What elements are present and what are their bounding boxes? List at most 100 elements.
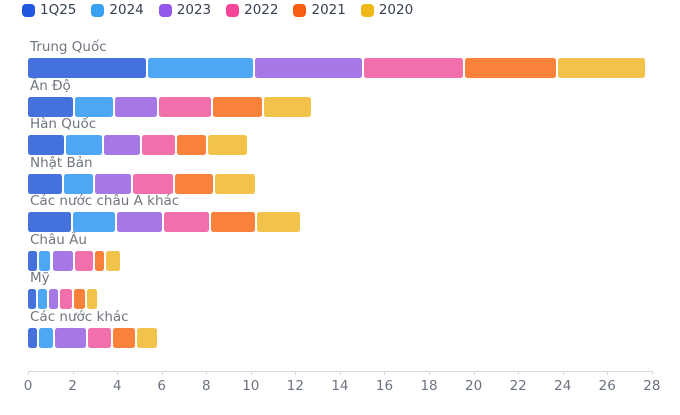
legend-label: 2023 bbox=[176, 2, 212, 18]
x-axis-tick bbox=[117, 371, 119, 375]
x-axis-tick bbox=[384, 371, 386, 375]
bar-segment-2020[interactable] bbox=[264, 96, 312, 117]
bar-segment-2022[interactable] bbox=[159, 96, 211, 117]
bar-segment-2020[interactable] bbox=[105, 250, 120, 271]
bar-row: Các nước khác bbox=[0, 308, 680, 349]
bar-segment-2024[interactable] bbox=[74, 96, 113, 117]
category-label: Ấn Độ bbox=[30, 77, 71, 94]
stacked-bar bbox=[28, 212, 680, 232]
bar-segment-2023[interactable] bbox=[103, 135, 140, 155]
x-axis-tick-label: 16 bbox=[375, 378, 394, 394]
legend-swatch-icon bbox=[293, 4, 307, 18]
x-axis-tick-label: 6 bbox=[157, 378, 166, 394]
x-axis-tick-label: 24 bbox=[554, 378, 572, 394]
legend-label: 1Q25 bbox=[40, 2, 77, 18]
legend-item-2021[interactable]: 2021 bbox=[293, 2, 346, 18]
x-axis-tick bbox=[72, 371, 74, 375]
legend-item-2020[interactable]: 2020 bbox=[360, 2, 414, 18]
legend-item-2023[interactable]: 2023 bbox=[158, 2, 212, 18]
bar-segment-2024[interactable] bbox=[148, 58, 254, 78]
bar-segment-2020[interactable] bbox=[558, 58, 646, 78]
bar-row: Ấn Độ bbox=[0, 77, 680, 118]
legend-label: 2021 bbox=[311, 2, 346, 18]
bar-segment-2020[interactable] bbox=[215, 173, 256, 194]
bar-segment-2022[interactable] bbox=[60, 289, 72, 309]
bar-segment-1Q25[interactable] bbox=[28, 212, 71, 232]
bar-segment-1Q25[interactable] bbox=[28, 58, 147, 78]
stacked-bar bbox=[28, 327, 680, 348]
bar-segment-2024[interactable] bbox=[39, 250, 51, 271]
bar-segment-1Q25[interactable] bbox=[28, 135, 64, 155]
x-axis-tick bbox=[206, 371, 208, 375]
legend-item-1Q25[interactable]: 1Q25 bbox=[22, 2, 77, 18]
bar-segment-2022[interactable] bbox=[88, 327, 111, 348]
legend-item-2022[interactable]: 2022 bbox=[226, 2, 279, 18]
stacked-bar bbox=[28, 58, 680, 78]
bar-segment-1Q25[interactable] bbox=[28, 289, 37, 309]
legend-item-2024[interactable]: 2024 bbox=[91, 3, 144, 18]
bar-segment-2021[interactable] bbox=[175, 173, 214, 194]
bar-segment-2023[interactable] bbox=[54, 327, 87, 348]
bar-segment-2020[interactable] bbox=[137, 327, 158, 348]
legend-swatch-icon bbox=[158, 4, 172, 18]
stacked-bar bbox=[28, 173, 680, 194]
bar-segment-2021[interactable] bbox=[112, 327, 136, 348]
bar-segment-1Q25[interactable] bbox=[28, 250, 38, 271]
bar-segment-2024[interactable] bbox=[63, 173, 93, 194]
bar-segment-2023[interactable] bbox=[52, 250, 73, 271]
bar-row: Hàn Quốc bbox=[0, 117, 680, 156]
bar-segment-2022[interactable] bbox=[364, 58, 463, 78]
stacked-bar bbox=[28, 96, 680, 117]
chart-legend: 1Q25 2024 2023 2022 2021 2020 bbox=[22, 2, 414, 18]
bar-segment-1Q25[interactable] bbox=[28, 96, 73, 117]
category-label: Các nước châu Á khác bbox=[30, 193, 180, 209]
bar-segment-2024[interactable] bbox=[39, 327, 53, 348]
x-axis-tick-label: 14 bbox=[331, 378, 349, 394]
bar-segment-2022[interactable] bbox=[74, 250, 93, 271]
bar-segment-2022[interactable] bbox=[132, 173, 174, 194]
legend-swatch-icon bbox=[360, 4, 374, 18]
bar-segment-2023[interactable] bbox=[114, 96, 158, 117]
x-axis-tick bbox=[28, 371, 29, 375]
x-axis-tick bbox=[518, 371, 520, 375]
x-axis-tick-label: 2 bbox=[68, 378, 77, 394]
bar-segment-2023[interactable] bbox=[255, 58, 363, 78]
bar-segment-2023[interactable] bbox=[94, 173, 131, 194]
bar-segment-2020[interactable] bbox=[257, 212, 301, 232]
bar-segment-1Q25[interactable] bbox=[28, 173, 62, 194]
category-label: Các nước khác bbox=[30, 308, 129, 325]
legend-label: 2020 bbox=[378, 2, 414, 18]
bar-segment-2023[interactable] bbox=[117, 212, 162, 232]
bar-row: Mỹ bbox=[0, 271, 680, 310]
x-axis-tick-label: 8 bbox=[201, 378, 211, 394]
stacked-bar bbox=[28, 135, 680, 155]
bar-segment-2021[interactable] bbox=[94, 250, 104, 271]
legend-label: 2022 bbox=[244, 2, 279, 18]
bar-segment-2022[interactable] bbox=[163, 212, 209, 232]
x-axis-tick-label: 20 bbox=[465, 378, 483, 394]
bar-segment-1Q25[interactable] bbox=[28, 327, 38, 348]
category-label: Hàn Quốc bbox=[30, 116, 97, 132]
x-axis-tick bbox=[250, 371, 252, 375]
bar-segment-2020[interactable] bbox=[87, 289, 98, 309]
x-axis-tick bbox=[429, 371, 431, 375]
bar-segment-2021[interactable] bbox=[212, 96, 263, 117]
bar-segment-2022[interactable] bbox=[141, 135, 176, 155]
bar-segment-2024[interactable] bbox=[65, 135, 102, 155]
bar-segment-2021[interactable] bbox=[73, 289, 86, 309]
x-axis-tick bbox=[651, 371, 653, 375]
x-axis-tick-label: 10 bbox=[242, 378, 260, 394]
bar-segment-2021[interactable] bbox=[177, 135, 207, 155]
bar-segment-2021[interactable] bbox=[210, 212, 256, 232]
x-axis-tick bbox=[295, 371, 297, 375]
bar-segment-2020[interactable] bbox=[208, 135, 247, 155]
bar-segment-2023[interactable] bbox=[49, 289, 59, 309]
x-axis-tick bbox=[161, 371, 163, 375]
legend-swatch-icon bbox=[226, 4, 240, 18]
bar-segment-2024[interactable] bbox=[72, 212, 116, 232]
bar-segment-2021[interactable] bbox=[464, 58, 557, 78]
x-axis-tick-label: 4 bbox=[112, 378, 122, 394]
bar-segment-2024[interactable] bbox=[38, 289, 48, 309]
bar-row: Châu Âu bbox=[0, 232, 680, 272]
x-axis-tick-label: 18 bbox=[420, 378, 438, 394]
